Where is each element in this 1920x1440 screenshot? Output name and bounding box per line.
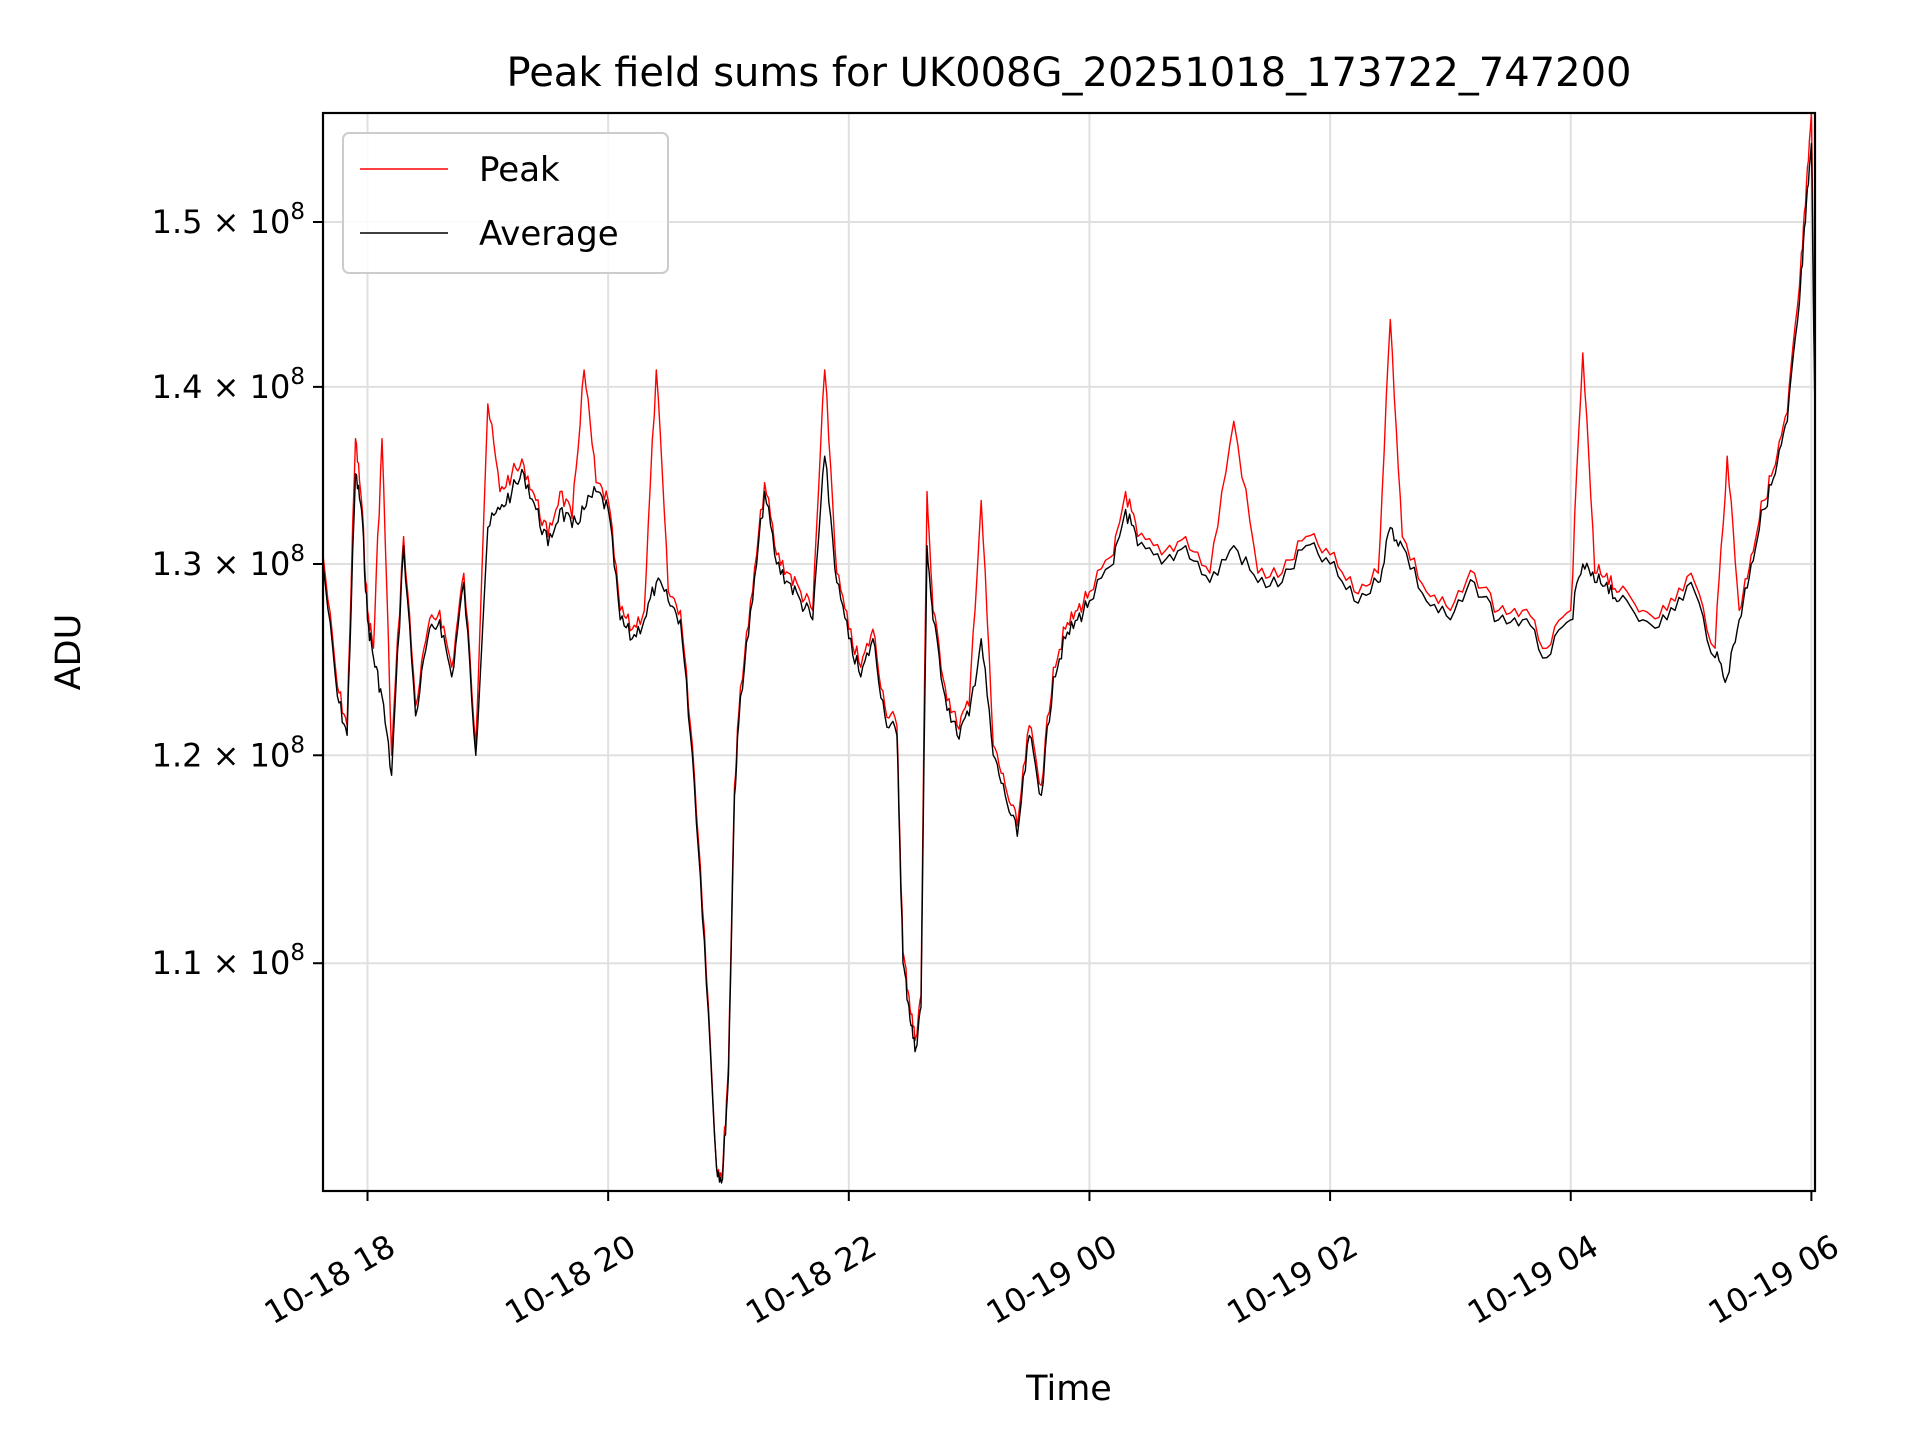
series-peak-line — [322, 112, 1816, 1180]
legend-peak-label: Peak — [479, 150, 560, 190]
chart-title: Peak field sums for UK008G_20251018_1737… — [507, 50, 1632, 96]
y-tick-label: 1.2 × 108 — [152, 732, 305, 774]
x-axis-label: Time — [1025, 1369, 1112, 1409]
y-axis-ticks: 1.1 × 108 1.2 × 108 1.3 × 108 1.4 × 108 1.5 … — [152, 199, 323, 982]
legend-box — [342, 132, 669, 274]
y-tick-label: 1.1 × 108 — [152, 940, 305, 982]
y-tick-label: 1.3 × 108 — [152, 541, 305, 583]
plot-frame — [321, 111, 1817, 1193]
grid — [323, 113, 1815, 1191]
y-tick-label: 1.4 × 108 — [152, 364, 305, 406]
series-average-line — [322, 142, 1816, 1184]
series-lines — [322, 112, 1816, 1184]
y-axis-label: ADU — [49, 614, 89, 691]
y-tick-label: 1.5 × 108 — [152, 199, 305, 241]
legend: Peak Average — [342, 132, 669, 274]
legend-average-label: Average — [479, 214, 619, 254]
